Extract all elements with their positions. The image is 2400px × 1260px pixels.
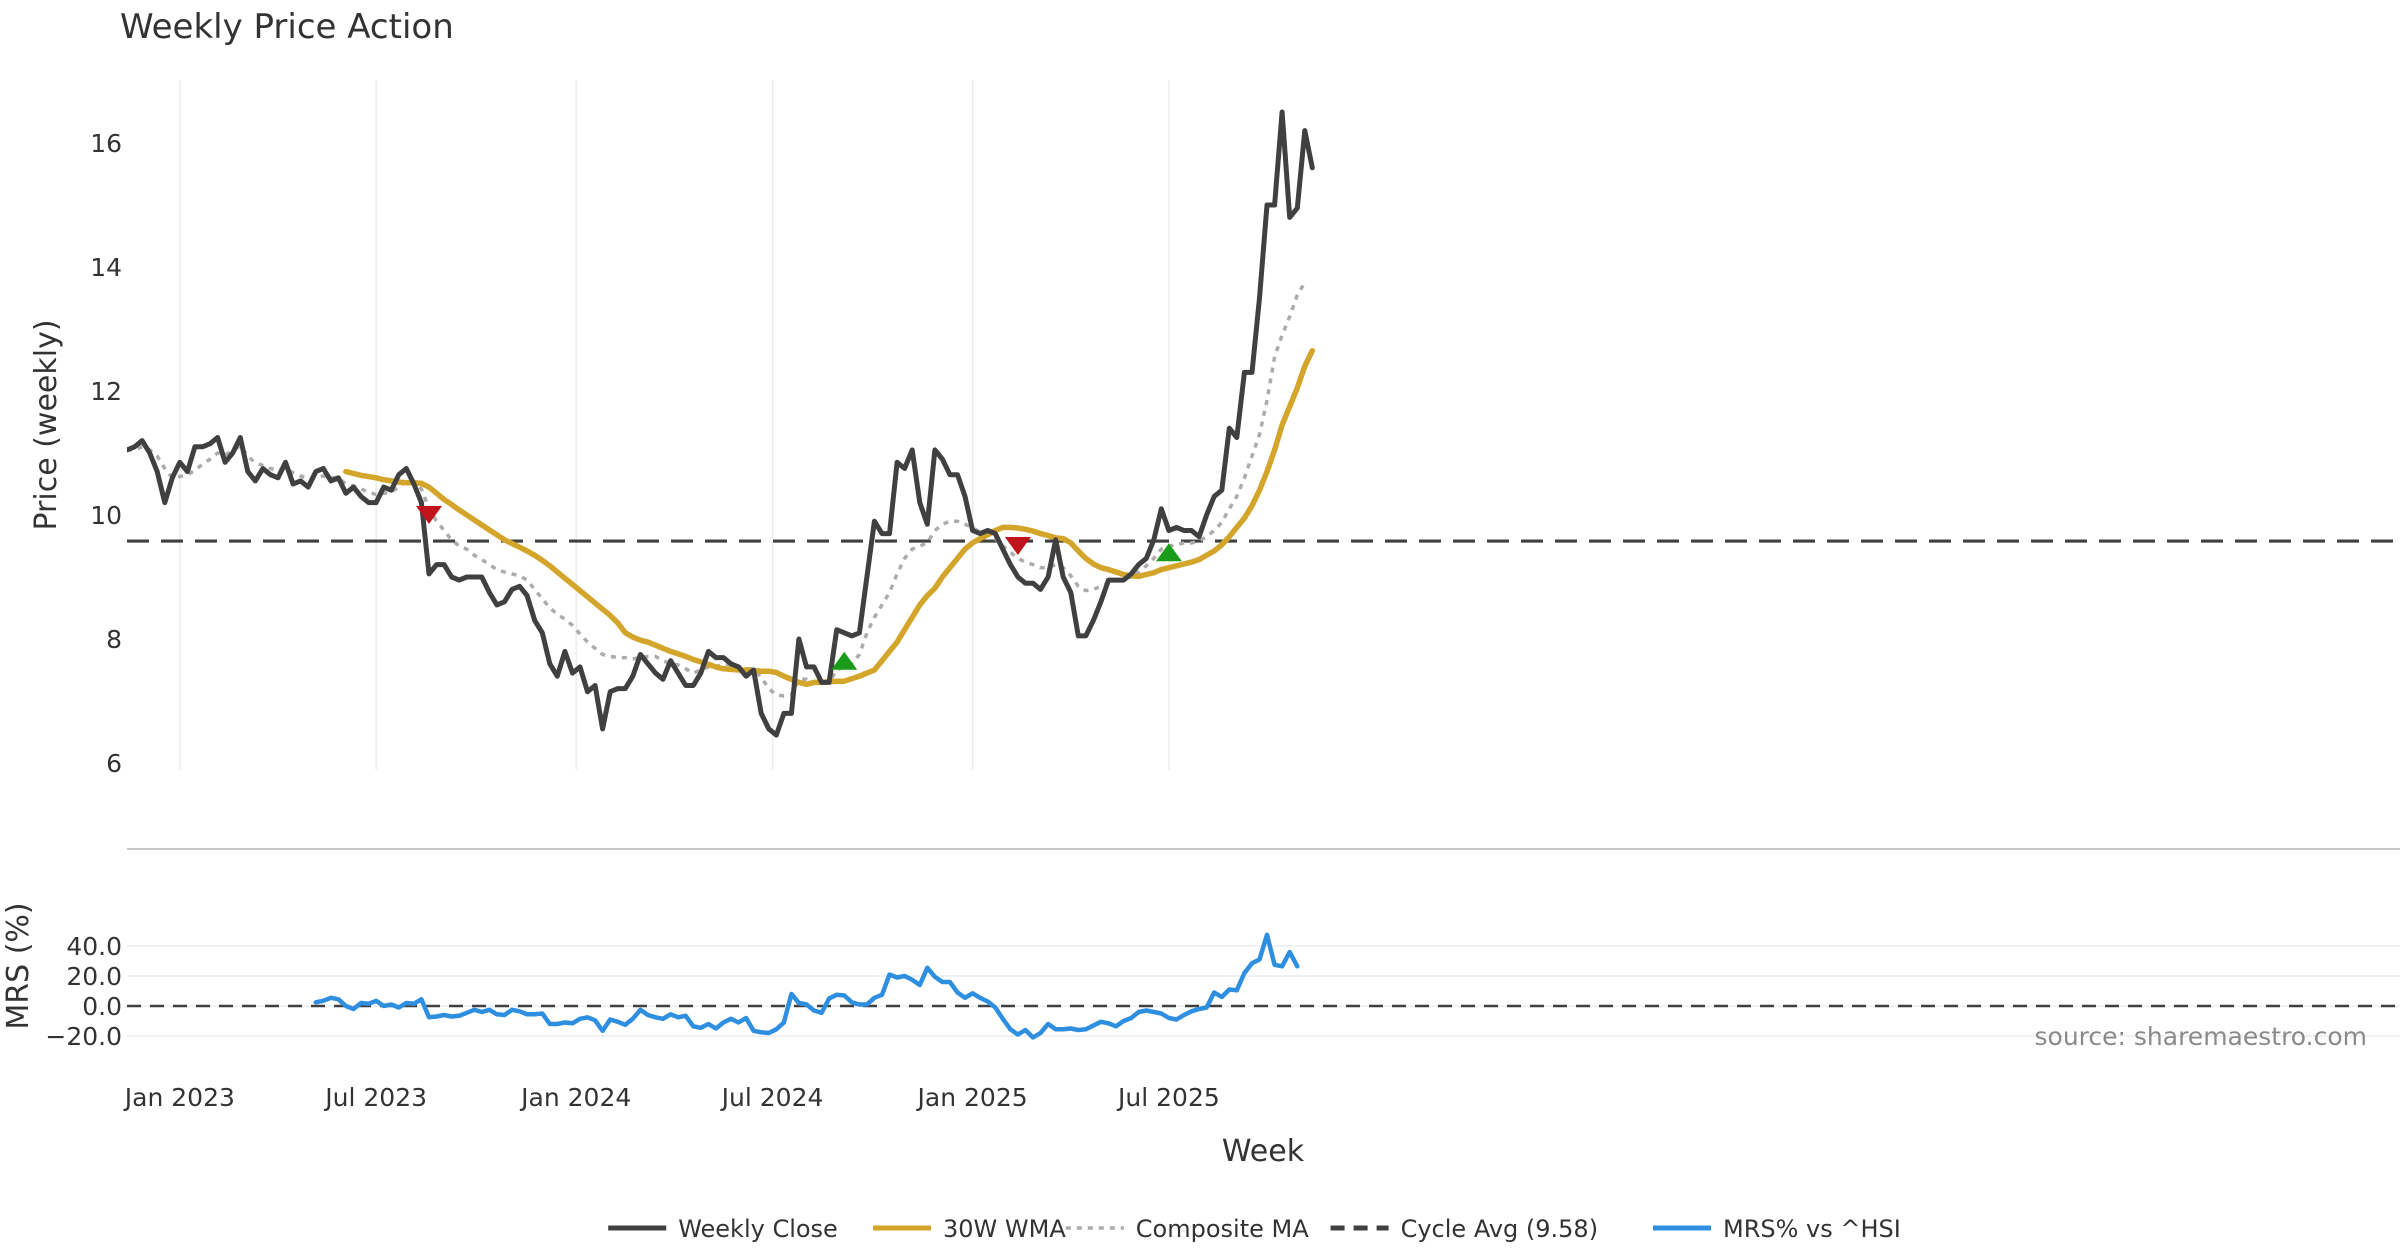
price-y-tick-label: 16: [90, 129, 122, 158]
legend-item: Composite MA: [1065, 1215, 1309, 1243]
x-tick-label: Jul 2023: [323, 1083, 427, 1112]
mrs-y-ticks: 40.020.00.0−20.0: [45, 932, 122, 1051]
signal-markers: [416, 506, 1182, 670]
price-y-axis-label: Price (weekly): [29, 319, 64, 530]
sell-signal-marker: [1004, 537, 1031, 555]
weekly-close-line: [127, 109, 1315, 738]
30w-wma-line: [343, 347, 1316, 688]
price-series-layer: [127, 109, 2400, 738]
price-y-tick-label: 6: [106, 749, 122, 778]
legend-item: Cycle Avg (9.58): [1330, 1215, 1598, 1243]
legend-item: 30W WMA: [873, 1215, 1066, 1243]
mrs-y-tick-label: 40.0: [66, 932, 122, 961]
price-y-tick-label: 12: [90, 377, 122, 406]
x-axis-label: Week: [1222, 1134, 1305, 1169]
legend-label: Weekly Close: [678, 1215, 838, 1243]
mrs-y-axis-label: MRS (%): [1, 902, 36, 1029]
x-tick-label: Jan 2025: [916, 1083, 1028, 1112]
price-y-tick-label: 8: [106, 625, 122, 654]
buy-signal-marker: [1155, 543, 1182, 562]
x-ticks: Jan 2023 Jul 2023 Jan 2024 Jul 2024 Jan 2025…: [123, 1083, 1220, 1112]
mrs-line: [313, 932, 1300, 1040]
legend-label: Composite MA: [1136, 1215, 1309, 1243]
price-y-tick-label: 10: [90, 501, 122, 530]
price-y-ticks: 6 8 10 12 14 16: [90, 129, 122, 778]
x-tick-label: Jul 2024: [720, 1083, 824, 1112]
mrs-y-tick-label: 20.0: [66, 962, 122, 991]
legend-label: 30W WMA: [943, 1215, 1066, 1243]
x-tick-label: Jan 2024: [519, 1083, 631, 1112]
legend-item: MRS% vs ^HSI: [1653, 1215, 1901, 1243]
source-annotation: source: sharemaestro.com: [2035, 1022, 2368, 1051]
price-gridlines: [179, 80, 1170, 770]
chart-title: Weekly Price Action: [120, 7, 454, 47]
mrs-series-layer: [127, 932, 2400, 1040]
sell-signal-marker: [416, 506, 442, 524]
mrs-y-tick-label: 0.0: [82, 992, 122, 1021]
x-tick-label: Jan 2023: [123, 1083, 235, 1112]
price-y-tick-label: 14: [90, 253, 122, 282]
legend-item: Weekly Close: [608, 1215, 838, 1243]
legend: Weekly Close 30W WMA Composite MA Cycle Avg…: [608, 1215, 1901, 1243]
composite-ma-line: [127, 281, 1307, 698]
legend-label: Cycle Avg (9.58): [1401, 1215, 1598, 1243]
buy-signal-marker: [831, 651, 858, 670]
x-tick-label: Jul 2025: [1116, 1083, 1220, 1112]
mrs-y-tick-label: −20.0: [45, 1022, 122, 1051]
legend-label: MRS% vs ^HSI: [1723, 1215, 1901, 1243]
